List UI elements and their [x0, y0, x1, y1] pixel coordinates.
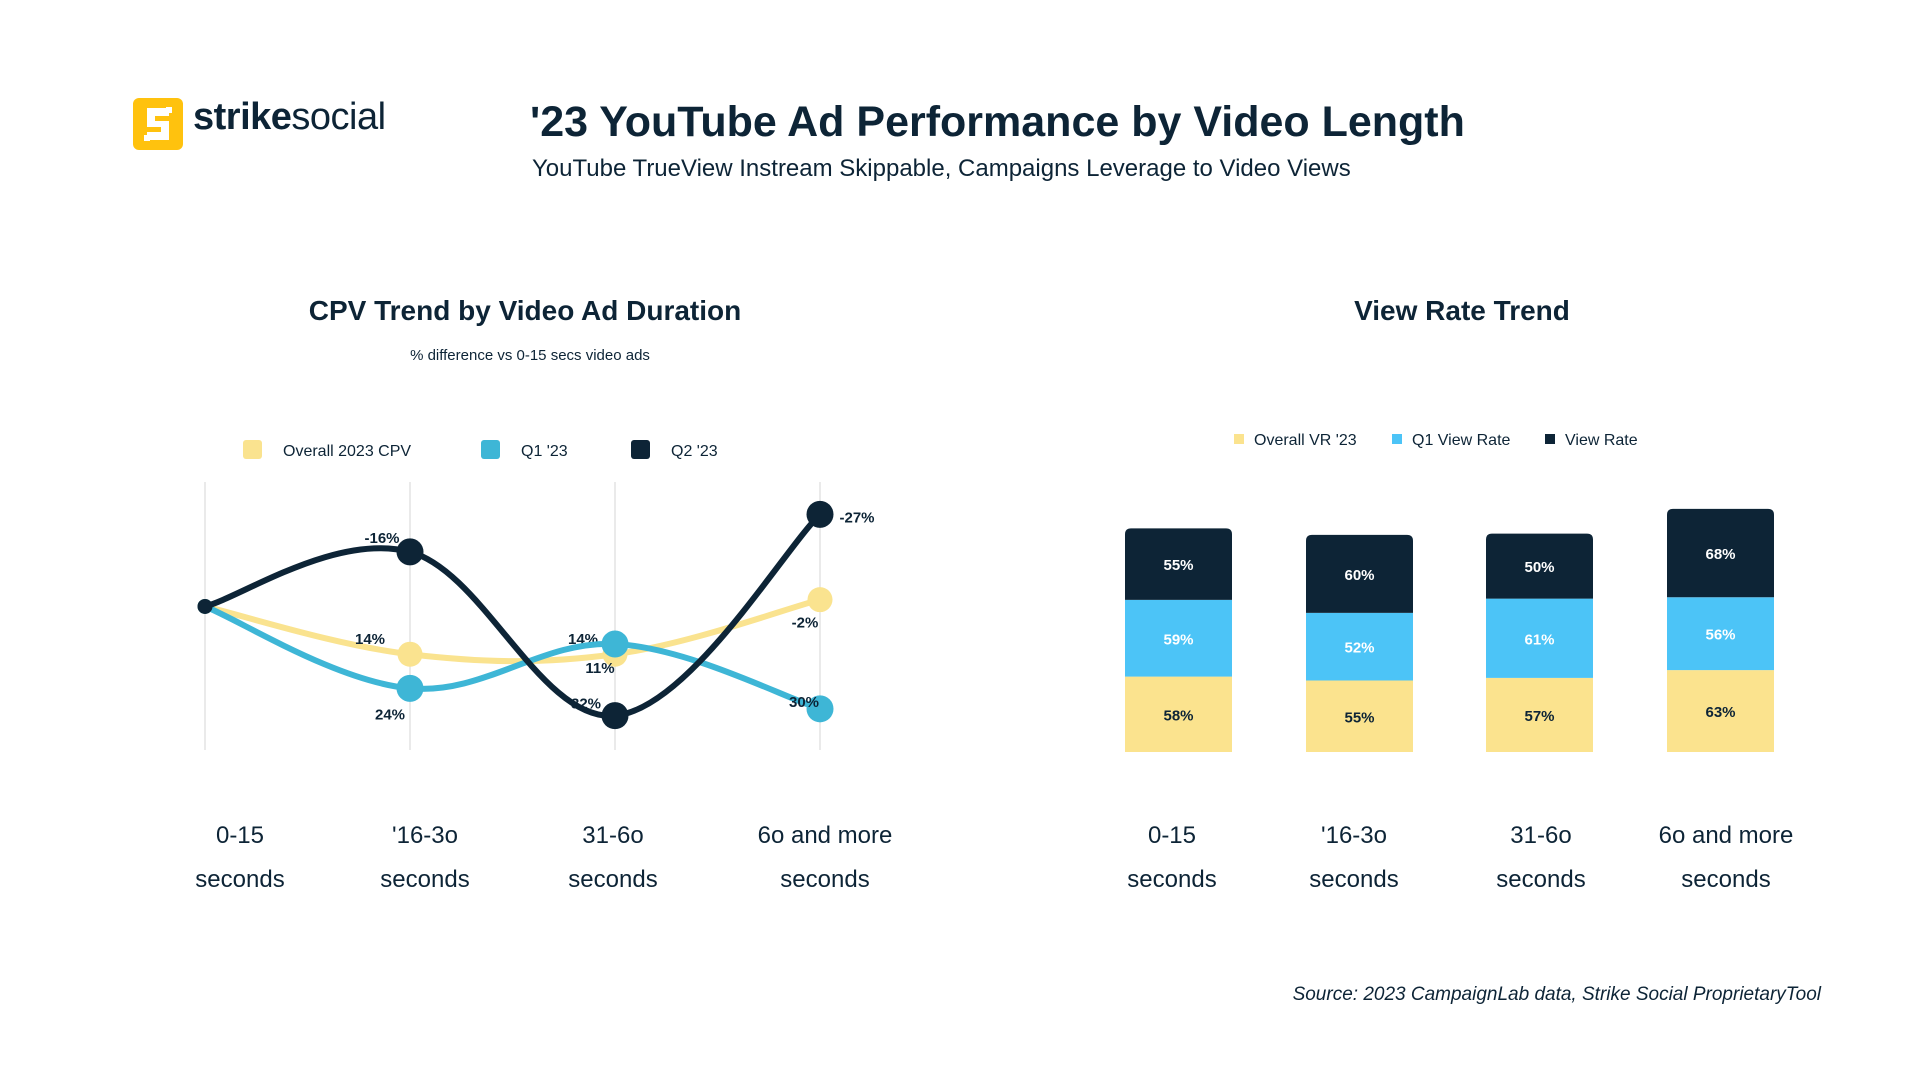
bar-legend-label-view-rate: View Rate — [1565, 432, 1638, 449]
bar-category-sublabel-3: seconds — [1681, 866, 1770, 893]
data-label-overall-2023-cpv-1: 14% — [355, 631, 385, 648]
bar-legend-swatch-view-rate — [1545, 434, 1555, 444]
bar-legend-label-overall-vr-23: Overall VR '23 — [1254, 432, 1357, 449]
data-label-q2-23-1: -16% — [364, 530, 399, 547]
line-chart-subtitle: % difference vs 0-15 secs video ads — [410, 347, 650, 364]
line-category-sublabel-3: seconds — [780, 866, 869, 893]
legend-swatch-q2-23 — [631, 440, 650, 459]
bar-segment-overall-vr-23-2 — [1486, 677, 1593, 752]
data-label-q1-23-1: 24% — [375, 706, 405, 723]
line-point-q1-23-3 — [806, 695, 834, 723]
line-category-sublabel-1: seconds — [380, 866, 469, 893]
brand-name-light: social — [291, 96, 386, 138]
line-point-overall-2023-cpv-1 — [397, 641, 423, 667]
bar-category-sublabel-0: seconds — [1127, 866, 1216, 893]
bar-segment-overall-vr-23-3 — [1667, 670, 1774, 752]
bar-legend-label-q1-view-rate: Q1 View Rate — [1412, 432, 1511, 449]
line-point-overall-2023-cpv-3 — [807, 587, 833, 613]
source-note: Source: 2023 CampaignLab data, Strike So… — [1292, 984, 1821, 1005]
bar-category-label-2: 31-6o — [1510, 822, 1571, 849]
line-point-q2-23-1 — [396, 538, 424, 566]
line-point-q1-23-2 — [601, 630, 629, 658]
bar-data-label-view-rate-3: 68% — [1705, 546, 1735, 563]
bar-category-label-0: 0-15 — [1148, 822, 1196, 849]
bar-segment-q1-view-rate-0 — [1125, 599, 1232, 677]
legend-swatch-overall-2023-cpv — [243, 440, 262, 459]
brand-name-bold: strike — [193, 96, 292, 138]
data-label-overall-2023-cpv-3: -2% — [792, 615, 819, 632]
bar-segment-view-rate-3 — [1667, 508, 1774, 598]
line-category-label-0: 0-15 — [216, 822, 264, 849]
line-chart-title: CPV Trend by Video Ad Duration — [309, 295, 742, 326]
line-point-q2-23-3 — [806, 500, 834, 528]
data-label-q1-23-2: 11% — [585, 660, 614, 677]
bar-segment-q1-view-rate-2 — [1486, 598, 1593, 678]
bar-chart-title: View Rate Trend — [1354, 295, 1570, 326]
data-label-q2-23-2: 32% — [571, 696, 601, 713]
legend-label-overall-2023-cpv: Overall 2023 CPV — [283, 443, 411, 460]
bar-data-label-q1-view-rate-0: 59% — [1163, 631, 1193, 648]
strike-social-logo-icon — [133, 98, 183, 150]
bar-segment-overall-vr-23-0 — [1125, 676, 1232, 752]
line-category-sublabel-0: seconds — [195, 866, 284, 893]
line-category-label-1: '16-3o — [392, 822, 458, 849]
bar-segment-view-rate-0 — [1125, 528, 1232, 600]
bar-legend-swatch-overall-vr-23 — [1234, 434, 1244, 444]
bar-segment-overall-vr-23-1 — [1306, 680, 1413, 752]
bar-data-label-view-rate-0: 55% — [1163, 557, 1193, 574]
line-point-q1-23-1 — [396, 674, 424, 702]
page-subtitle: YouTube TrueView Instream Skippable, Cam… — [532, 155, 1351, 182]
bar-segment-view-rate-1 — [1306, 534, 1413, 613]
bar-data-label-q1-view-rate-2: 61% — [1524, 631, 1554, 648]
bar-category-sublabel-2: seconds — [1496, 866, 1585, 893]
line-series-q1-23 — [202, 603, 823, 712]
legend-label-q1-23: Q1 '23 — [521, 443, 568, 460]
bar-segment-view-rate-2 — [1486, 533, 1593, 599]
data-label-q2-23-3: -27% — [839, 509, 874, 526]
line-point-q2-23-2 — [601, 702, 629, 730]
bar-data-label-view-rate-1: 60% — [1344, 567, 1374, 584]
line-series-q2-23 — [202, 511, 823, 719]
legend-label-q2-23: Q2 '23 — [671, 443, 718, 460]
legend-swatch-q1-23 — [481, 440, 500, 459]
brand-wordmark: strikesocial — [193, 96, 386, 139]
line-category-label-2: 31-6o — [582, 822, 643, 849]
bar-category-label-1: '16-3o — [1321, 822, 1387, 849]
bar-data-label-overall-vr-23-1: 55% — [1344, 709, 1374, 726]
bar-data-label-overall-vr-23-2: 57% — [1524, 708, 1554, 725]
bar-category-label-3: 6o and more — [1659, 822, 1794, 849]
data-label-q1-23-3: 30% — [789, 694, 819, 711]
page-title: '23 YouTube Ad Performance by Video Leng… — [530, 98, 1465, 146]
bar-data-label-view-rate-2: 50% — [1524, 559, 1554, 576]
line-category-sublabel-2: seconds — [568, 866, 657, 893]
line-category-label-3: 6o and more — [758, 822, 893, 849]
line-point-q2-23-0 — [197, 598, 213, 614]
bar-segment-q1-view-rate-1 — [1306, 612, 1413, 681]
bar-data-label-q1-view-rate-3: 56% — [1705, 627, 1735, 644]
bar-legend-swatch-q1-view-rate — [1392, 434, 1402, 444]
bar-data-label-q1-view-rate-1: 52% — [1344, 640, 1374, 657]
bar-segment-q1-view-rate-3 — [1667, 597, 1774, 671]
bar-data-label-overall-vr-23-0: 58% — [1163, 707, 1193, 724]
bar-category-sublabel-1: seconds — [1309, 866, 1398, 893]
bar-data-label-overall-vr-23-3: 63% — [1705, 704, 1735, 721]
